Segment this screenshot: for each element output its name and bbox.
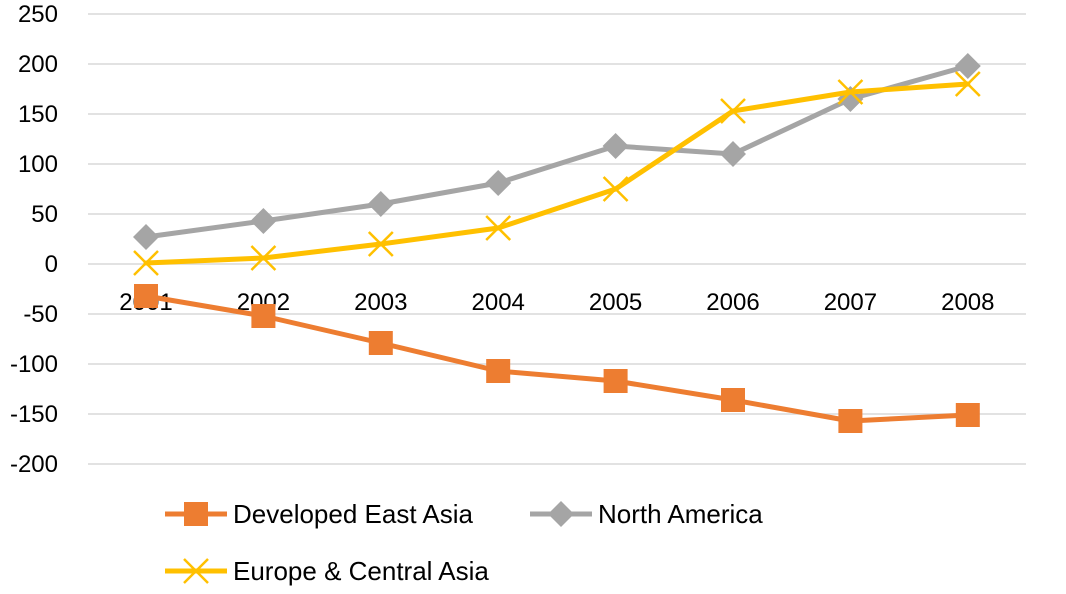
x-tick-label: 2004 (472, 289, 525, 316)
x-tick-label: 2003 (354, 289, 407, 316)
y-tick-label: 250 (18, 1, 58, 28)
data-point (367, 191, 394, 217)
y-tick-label: 200 (18, 51, 58, 78)
legend: Developed East Asia North America Europe &… (165, 499, 763, 586)
y-axis-tick-labels: 250 200 150 100 50 0 -50 -100 -150 -200 (10, 1, 58, 478)
data-point (485, 215, 512, 241)
legend-item: Developed East Asia (165, 499, 473, 529)
x-tick-label: 2006 (706, 289, 759, 316)
data-point (837, 79, 864, 105)
y-tick-label: 50 (31, 201, 58, 228)
y-tick-label: -50 (23, 301, 58, 328)
data-point (367, 231, 394, 257)
data-point (955, 403, 980, 427)
y-tick-label: 0 (45, 251, 58, 278)
data-point (133, 224, 159, 250)
legend-marker (184, 502, 208, 526)
legend-label: Developed East Asia (233, 499, 473, 529)
data-point (838, 409, 863, 433)
data-point (250, 245, 277, 271)
x-tick-label: 2007 (824, 289, 877, 316)
series-line (143, 63, 971, 240)
y-tick-label: 100 (18, 151, 58, 178)
data-point (250, 208, 277, 234)
data-point (603, 369, 628, 393)
y-tick-label: 150 (18, 101, 58, 128)
series-line (143, 293, 971, 424)
y-tick-label: -200 (10, 451, 58, 478)
legend-item: North America (530, 499, 763, 529)
y-tick-label: -150 (10, 401, 58, 428)
y-tick-label: -100 (10, 351, 58, 378)
legend-item: Europe & Central Asia (165, 556, 489, 586)
x-tick-label: 2005 (589, 289, 642, 316)
series-north-america (133, 53, 981, 250)
gridlines (88, 13, 1026, 465)
series-line (143, 81, 971, 266)
series-developed-east-asia (134, 284, 980, 433)
data-point (954, 53, 981, 79)
data-point (133, 250, 159, 276)
series-europe-central-asia (133, 71, 981, 276)
data-point (720, 98, 746, 124)
legend-label: North America (598, 499, 763, 529)
data-point (602, 133, 629, 159)
data-point (954, 71, 981, 97)
data-point (485, 170, 512, 196)
x-tick-label: 2008 (941, 289, 994, 316)
data-point (720, 141, 746, 167)
data-point (721, 388, 745, 412)
data-point (134, 284, 158, 308)
legend-marker (183, 558, 209, 584)
series-lines (133, 53, 981, 433)
data-point (602, 176, 629, 202)
data-point (368, 331, 393, 355)
data-point (251, 304, 276, 328)
legend-label: Europe & Central Asia (233, 556, 489, 586)
data-point (486, 359, 511, 383)
legend-marker (548, 501, 574, 527)
